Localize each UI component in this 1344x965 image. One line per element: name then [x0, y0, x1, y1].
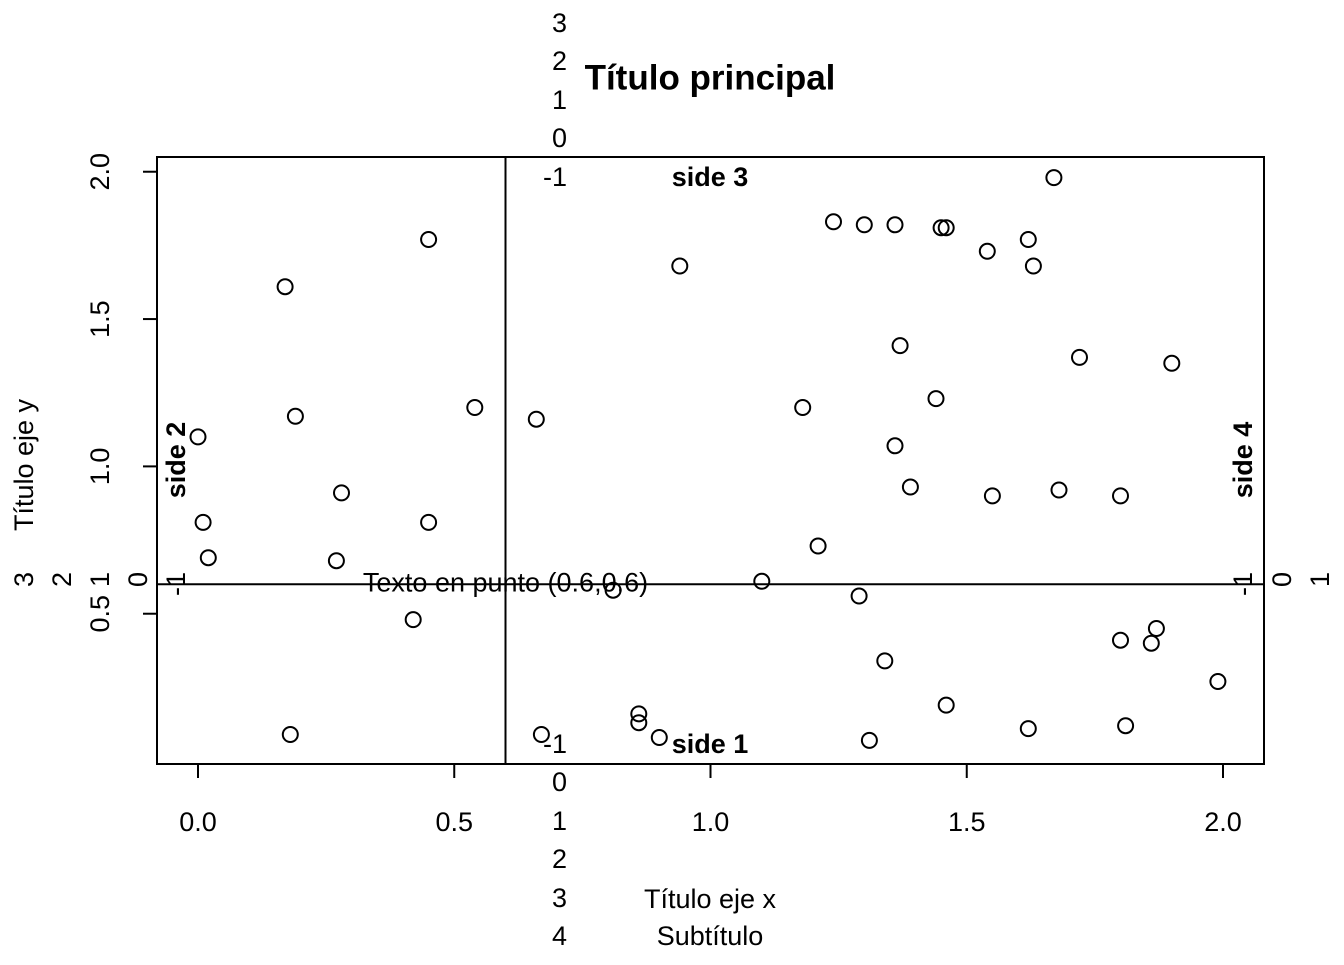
data-point [604, 581, 622, 599]
y-axis-title: Título eje y [9, 398, 39, 531]
data-point [1112, 487, 1129, 505]
data-points [189, 169, 1227, 749]
data-point [855, 216, 873, 234]
data-point [327, 552, 345, 570]
data-point [286, 407, 304, 425]
data-point [978, 242, 996, 260]
data-point [886, 437, 904, 455]
data-point [927, 390, 945, 408]
left-line-num: -1 [161, 572, 191, 596]
data-point [420, 231, 438, 248]
y-tick-label: 1.5 [85, 300, 115, 338]
data-point [886, 216, 904, 234]
data-point [630, 714, 648, 732]
subtitle: Subtítulo [657, 921, 764, 951]
main-title: Título principal [585, 58, 836, 97]
data-point [901, 478, 919, 496]
data-point [876, 652, 894, 670]
data-point [281, 726, 299, 743]
data-point [1071, 348, 1088, 366]
side-1-label: side 1 [672, 729, 749, 759]
top-line-numbers: -1 0 1 2 3 [543, 8, 567, 192]
y-tick-label: 1.0 [85, 448, 115, 486]
data-point [932, 219, 950, 237]
bottom-line-numbers: -1 0 1 2 3 4 [543, 729, 567, 951]
data-point [532, 726, 550, 743]
top-line-num: 3 [552, 8, 567, 38]
data-point [1117, 717, 1135, 735]
data-point [194, 513, 212, 531]
data-point [466, 399, 484, 416]
data-point [1045, 169, 1063, 187]
data-point [860, 731, 878, 749]
data-point [333, 484, 350, 502]
data-point [1142, 634, 1160, 652]
data-point [199, 549, 217, 567]
right-line-num: 1 [1305, 572, 1335, 587]
data-point [630, 705, 648, 723]
x-tick-label: 2.0 [1204, 807, 1242, 837]
y-tick-label: 2.0 [85, 153, 115, 191]
y-axis: 0.5 1.0 1.5 2.0 [85, 153, 158, 633]
x-tick-label: 0.0 [179, 807, 217, 837]
top-line-num: -1 [543, 162, 567, 192]
data-point [850, 587, 868, 605]
data-point [527, 410, 545, 428]
right-line-num: 0 [1267, 572, 1297, 587]
data-point [1147, 620, 1165, 637]
data-point [420, 513, 438, 531]
bottom-line-num: 0 [552, 767, 567, 797]
x-tick-label: 1.5 [948, 807, 986, 837]
left-line-num: 0 [123, 572, 153, 587]
top-line-num: 1 [552, 85, 567, 115]
data-point [809, 537, 827, 555]
data-point [276, 278, 294, 296]
data-point [1019, 720, 1037, 738]
top-line-num: 2 [552, 46, 567, 76]
data-point [189, 428, 207, 446]
side-4-label: side 4 [1228, 422, 1258, 499]
x-tick-label: 1.0 [692, 807, 730, 837]
data-point [937, 219, 955, 237]
data-point [825, 213, 842, 231]
data-point [1019, 231, 1037, 248]
x-tick-label: 0.5 [435, 807, 473, 837]
left-line-num: 1 [85, 572, 115, 587]
bottom-line-num: 2 [552, 844, 567, 874]
left-line-num: 2 [47, 572, 77, 587]
data-point [753, 572, 771, 590]
side-3-label: side 3 [672, 162, 749, 192]
data-point [794, 399, 812, 416]
data-point [937, 696, 955, 714]
data-point [1024, 257, 1042, 275]
right-line-num: -1 [1228, 572, 1258, 596]
data-point [1050, 481, 1068, 499]
data-point [891, 337, 909, 355]
bottom-line-num: 1 [552, 806, 567, 836]
bottom-line-num: 3 [552, 883, 567, 913]
bottom-line-num: -1 [543, 729, 567, 759]
side-2-label: side 2 [161, 422, 191, 499]
top-line-num: 0 [552, 123, 567, 153]
x-axis-title: Título eje x [644, 884, 777, 914]
plot-frame [156, 156, 1265, 765]
y-tick-label: 0.5 [85, 595, 115, 633]
right-line-numbers: -1 0 1 [1228, 572, 1335, 596]
left-line-numbers: -1 0 1 2 3 [9, 572, 191, 596]
data-point [404, 611, 422, 629]
data-point [983, 487, 1001, 505]
data-point [671, 257, 689, 275]
data-point [1163, 354, 1181, 372]
data-point [1112, 631, 1129, 649]
data-point [1209, 673, 1227, 690]
point-annotation: Texto en punto (0.6,0.6) [363, 567, 648, 597]
left-line-num: 3 [9, 572, 39, 587]
bottom-line-num: 4 [552, 921, 567, 951]
x-axis: 0.0 0.5 1.0 1.5 2.0 [179, 763, 1242, 837]
data-point [650, 729, 668, 746]
